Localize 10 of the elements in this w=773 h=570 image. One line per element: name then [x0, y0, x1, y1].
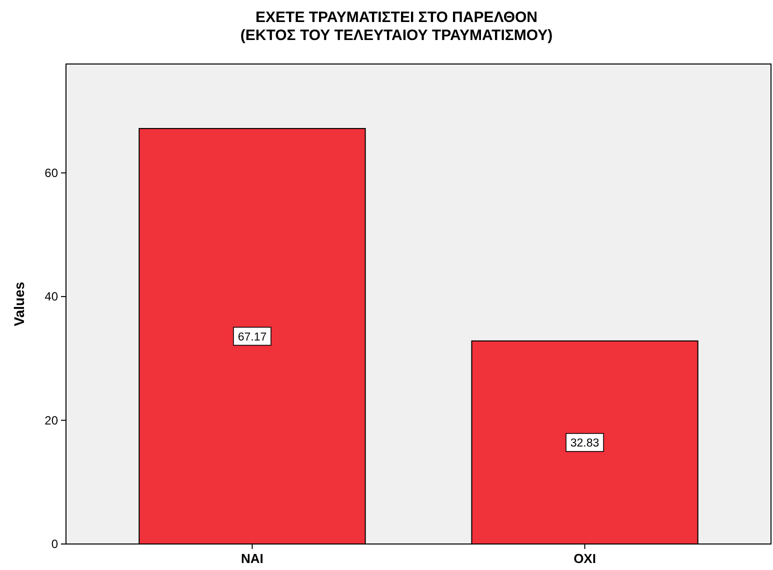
y-tick-label: 0 — [51, 537, 58, 551]
x-tick-label: ΟΧΙ — [574, 551, 596, 566]
y-axis-title: Values — [11, 282, 27, 326]
y-tick-label: 60 — [44, 166, 58, 180]
data-label: 67.17 — [238, 331, 267, 344]
chart-title: ΕΧΕΤΕ ΤΡΑΥΜΑΤΙΣΤΕΙ ΣΤΟ ΠΑΡΕΛΘΟΝ (ΕΚΤΟΣ ΤΟΥ ΤΕΛΕΥΤΑΙΟΥ ΤΡΑΥΜΑΤΙΣΜΟΥ) — [240, 9, 553, 44]
x-tick-label: ΝΑΙ — [241, 551, 264, 566]
y-tick-label: 20 — [44, 413, 58, 428]
y-tick-label: 40 — [44, 290, 58, 304]
data-label: 32.83 — [570, 437, 600, 450]
